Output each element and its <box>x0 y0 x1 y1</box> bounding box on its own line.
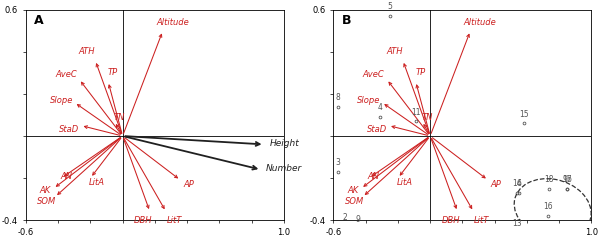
Text: ATH: ATH <box>386 47 403 56</box>
Text: TN: TN <box>421 113 433 122</box>
Text: A: A <box>34 14 44 27</box>
Text: 8: 8 <box>336 93 341 102</box>
Text: AveC: AveC <box>363 71 385 79</box>
Text: StaD: StaD <box>367 125 387 134</box>
Text: StaD: StaD <box>59 125 79 134</box>
Text: 16: 16 <box>543 202 553 212</box>
Text: 9b: 9b <box>562 175 572 184</box>
Text: AK: AK <box>40 186 51 195</box>
Text: DBH: DBH <box>442 216 460 225</box>
Text: AN: AN <box>368 172 380 180</box>
Text: Altitude: Altitude <box>464 18 496 27</box>
Text: LitT: LitT <box>166 216 182 225</box>
Text: AK: AK <box>347 186 358 195</box>
Text: SOM: SOM <box>37 197 56 206</box>
Text: AN: AN <box>60 172 72 180</box>
Text: AveC: AveC <box>55 71 77 79</box>
Text: DBH: DBH <box>134 216 153 225</box>
Text: TN: TN <box>113 113 125 122</box>
Text: Slope: Slope <box>357 96 380 105</box>
Text: LitT: LitT <box>474 216 490 225</box>
Text: 5: 5 <box>388 2 392 11</box>
Text: 4: 4 <box>378 103 383 112</box>
Text: LitA: LitA <box>397 178 412 187</box>
Text: 6: 6 <box>517 179 521 188</box>
Text: LitA: LitA <box>89 178 105 187</box>
Text: AP: AP <box>183 180 194 189</box>
Text: Number: Number <box>266 164 302 173</box>
Text: Slope: Slope <box>50 96 73 105</box>
Text: TP: TP <box>108 68 118 77</box>
Text: B: B <box>341 14 351 27</box>
Text: 15: 15 <box>519 110 529 119</box>
Text: 18: 18 <box>545 175 554 184</box>
Text: 13: 13 <box>512 219 522 228</box>
Text: AP: AP <box>491 180 502 189</box>
Text: Height: Height <box>269 139 299 148</box>
Text: ATH: ATH <box>79 47 95 56</box>
Text: 14: 14 <box>512 179 522 188</box>
Text: Altitude: Altitude <box>156 18 189 27</box>
Text: 3: 3 <box>336 158 341 167</box>
Text: 9: 9 <box>355 215 360 224</box>
Text: 17: 17 <box>562 175 572 184</box>
Text: TP: TP <box>415 68 425 77</box>
Text: 11: 11 <box>411 108 421 117</box>
Text: 2: 2 <box>343 213 347 222</box>
Text: SOM: SOM <box>345 197 364 206</box>
